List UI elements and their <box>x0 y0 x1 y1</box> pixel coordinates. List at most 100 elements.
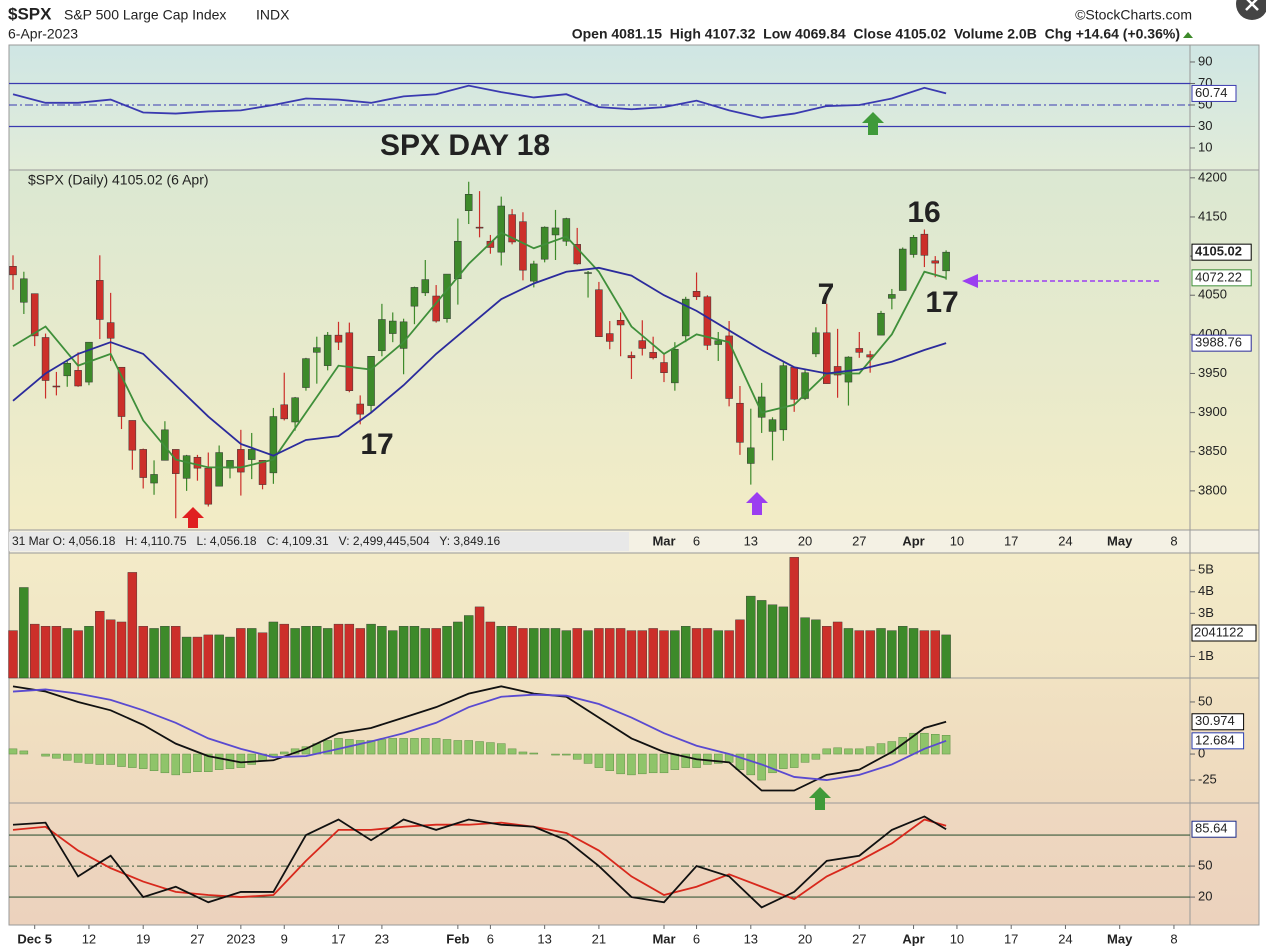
candle-body <box>204 467 213 505</box>
close-button[interactable] <box>1236 0 1266 20</box>
histogram-bar <box>63 753 72 761</box>
x-tick-label: 20 <box>798 533 812 548</box>
y-tick-label: 3850 <box>1198 443 1227 458</box>
candle-body <box>74 370 82 387</box>
x-tick-label: 17 <box>1004 533 1018 548</box>
histogram-bar <box>464 740 473 755</box>
volume-bar <box>105 619 116 679</box>
histogram-bar <box>355 740 365 755</box>
x-tick-label: 6 <box>487 931 494 946</box>
volume-bar <box>116 621 127 679</box>
y-tick-label: 10 <box>1198 139 1212 154</box>
volume-bar <box>496 626 506 679</box>
volume-bar <box>312 626 322 679</box>
volume-bar <box>344 623 355 679</box>
volume-bar <box>203 634 214 679</box>
candle-body <box>161 429 169 461</box>
y-tick-label: 3800 <box>1198 482 1227 497</box>
y-tick-label: 1B <box>1198 648 1214 663</box>
volume-bar <box>138 626 148 679</box>
histogram-bar <box>204 753 213 773</box>
volume-bar <box>919 630 930 679</box>
x-tick-label: Apr <box>902 931 924 946</box>
volume-bar <box>160 626 170 679</box>
volume-bar <box>431 628 441 679</box>
arrow-up-green <box>862 112 884 135</box>
y-tick-label: 3B <box>1198 605 1214 620</box>
histogram-bar <box>84 753 94 764</box>
histogram-bar <box>616 753 625 775</box>
x-tick-label: 24 <box>1058 931 1072 946</box>
x-tick-label: 27 <box>190 931 204 946</box>
candle-body <box>920 233 929 256</box>
volume-bar <box>73 630 83 679</box>
candle-body <box>30 293 39 337</box>
candle-body <box>660 362 668 373</box>
x-tick-label: 10 <box>950 533 964 548</box>
arrow-up-purple <box>746 492 768 515</box>
x-tick-label: 24 <box>1058 533 1072 548</box>
histogram-bar <box>583 753 593 764</box>
volume-bar <box>605 628 615 679</box>
histogram-bar <box>128 753 137 768</box>
volume-bar <box>19 587 29 679</box>
brand: ©StockCharts.com <box>1075 7 1192 23</box>
histogram-bar <box>193 753 202 773</box>
volume-bar <box>518 628 528 679</box>
x-tick-label: May <box>1107 533 1133 548</box>
x-tick-label: 27 <box>852 533 866 548</box>
volume-bar <box>95 610 105 679</box>
histogram-bar <box>247 753 256 765</box>
y-tick-label: 3900 <box>1198 404 1227 419</box>
histogram-bar <box>855 748 864 755</box>
close-icon <box>1245 0 1259 11</box>
histogram-bar <box>73 753 83 763</box>
value-label: 2041122 <box>1194 624 1244 639</box>
volume-bar <box>941 634 951 679</box>
x-tick-label: 12 <box>82 931 96 946</box>
y-tick-label: 3950 <box>1198 365 1227 380</box>
x-tick-label: Mar <box>652 931 675 946</box>
x-tick-label: Feb <box>446 931 469 946</box>
volume-bar <box>637 630 647 679</box>
histogram-bar <box>453 740 463 755</box>
volume-bar <box>377 626 387 679</box>
histogram-bar <box>442 739 452 755</box>
candle-body <box>823 332 831 384</box>
volume-bar <box>366 623 376 679</box>
volume-bar <box>474 606 485 679</box>
volume-bar <box>659 630 669 679</box>
candle-body <box>323 334 332 366</box>
rsi-annotation: SPX DAY 18 <box>380 129 550 162</box>
volume-bar <box>832 621 843 679</box>
candle-body <box>508 214 516 243</box>
volume-bar <box>529 628 539 679</box>
y-tick-label: 0 <box>1198 745 1205 760</box>
volume-bar <box>572 628 582 679</box>
candle-body <box>888 294 896 299</box>
x-tick-label: 8 <box>1170 931 1177 946</box>
histogram-bar <box>898 737 907 755</box>
volume-bar <box>930 630 940 679</box>
candle-body <box>139 449 147 478</box>
value-label: 4105.02 <box>1195 244 1242 259</box>
histogram-bar <box>486 742 495 755</box>
histogram-bar <box>323 740 332 755</box>
candle-body <box>52 385 61 388</box>
histogram-bar <box>670 753 680 770</box>
x-tick-label: 23 <box>375 931 389 946</box>
value-box <box>1191 269 1252 287</box>
volume-bar <box>778 606 789 679</box>
volume-bar <box>539 628 550 679</box>
histogram-bar <box>876 743 886 755</box>
histogram-bar <box>475 741 484 755</box>
histogram-bar <box>594 753 604 768</box>
volume-bar <box>713 630 723 679</box>
y-tick-label: 50 <box>1198 858 1212 873</box>
value-label: 85.64 <box>1195 821 1228 836</box>
volume-bar <box>561 630 572 679</box>
volume-bar <box>8 630 18 679</box>
volume-bar <box>225 636 235 679</box>
volume-bar <box>876 628 886 679</box>
